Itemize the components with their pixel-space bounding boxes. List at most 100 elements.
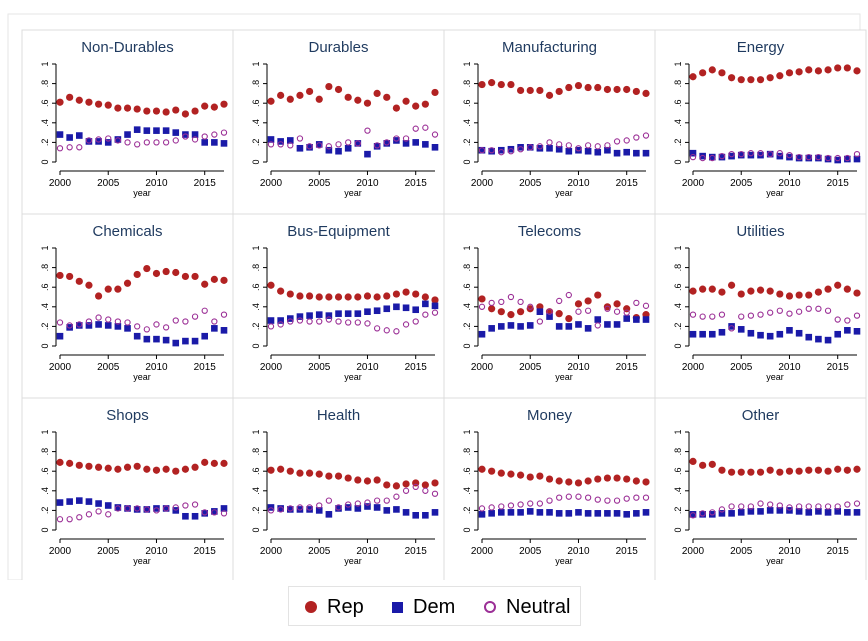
x-tick-label: 2000 [682, 178, 705, 189]
neutral-point [757, 311, 764, 318]
dem-point [267, 136, 275, 143]
x-tick-label: 2010 [145, 546, 168, 557]
dem-point [315, 141, 323, 148]
rep-point [516, 308, 525, 316]
dem-point [584, 325, 592, 332]
rep-point [516, 471, 525, 479]
x-tick-label: 2010 [567, 362, 590, 373]
neutral-point [345, 501, 352, 508]
neutral-point [114, 137, 122, 144]
neutral-point [623, 309, 630, 316]
dem-point [776, 330, 784, 338]
dem-point [708, 153, 716, 161]
dem-point [133, 332, 141, 340]
panel-shops [21, 397, 234, 580]
dem-point [488, 325, 495, 332]
panel-durables [232, 29, 445, 215]
dem-point [517, 509, 524, 516]
panel-utilities [654, 213, 867, 399]
dem-point [335, 505, 342, 512]
rep-point [603, 85, 612, 94]
dem-point [162, 127, 170, 134]
rep-point [315, 293, 323, 301]
dem-point [172, 339, 180, 347]
dem-point [133, 126, 141, 133]
y-tick-label: .6 [40, 99, 50, 107]
y-tick-label: 0 [40, 343, 50, 348]
neutral-point [56, 145, 64, 152]
legend-item-dem: Dem [392, 595, 455, 619]
rep-point [613, 85, 621, 94]
x-tick-label: 2000 [471, 178, 494, 189]
rep-point [727, 281, 736, 289]
neutral-point [747, 150, 755, 157]
y-tick-label: 0 [251, 159, 261, 164]
neutral-point [211, 131, 218, 138]
dem-point [546, 313, 553, 320]
y-tick-label: .8 [251, 264, 261, 272]
rep-point [594, 83, 602, 92]
neutral-point [786, 151, 793, 159]
dem-point [162, 505, 170, 512]
dem-point [757, 331, 764, 339]
panel-grid: Non-Durables 0 .2 .4 .6 .8 1 2000 2005 2010 2015 ye… [7, 13, 867, 580]
dem-point [431, 144, 439, 151]
y-tick-label: .8 [673, 80, 683, 88]
dem-point [66, 498, 73, 505]
neutral-point [220, 510, 228, 517]
neutral-point [172, 504, 179, 511]
neutral-point [267, 507, 275, 514]
rep-point [354, 293, 362, 301]
neutral-point [623, 137, 630, 144]
panel-title: Energy [737, 39, 785, 56]
rep-point [94, 100, 103, 108]
neutral-point [95, 314, 102, 321]
rep-point [373, 89, 381, 97]
dem-point [507, 509, 515, 516]
neutral-point [853, 500, 861, 507]
rep-point [497, 308, 505, 316]
rep-point [526, 86, 534, 95]
x-tick-label: 2005 [308, 546, 331, 557]
neutral-point [498, 503, 505, 510]
y-tick-label: 0 [251, 527, 261, 532]
neutral-point [613, 138, 621, 145]
x-tick-label: 2015 [194, 178, 217, 189]
rep-point [756, 76, 765, 84]
x-tick-label: 2000 [471, 546, 494, 557]
rep-point [392, 104, 401, 112]
rep-point [834, 465, 842, 473]
neutral-point [853, 312, 861, 319]
neutral-point [517, 501, 524, 508]
neutral-point [267, 141, 275, 148]
dem-point [422, 512, 429, 519]
rep-point [75, 277, 83, 285]
dem-point [364, 150, 371, 158]
y-tick-label: .2 [40, 507, 50, 515]
rep-point [555, 87, 563, 96]
rep-point [574, 300, 583, 308]
dem-point [56, 499, 64, 506]
rep-point [383, 93, 391, 101]
neutral-point [709, 154, 716, 162]
rep-point [104, 464, 112, 472]
y-tick-label: .2 [462, 323, 472, 331]
x-tick-label: 2010 [567, 546, 590, 557]
rep-point [747, 287, 755, 295]
dem-point [555, 510, 563, 517]
neutral-point [143, 139, 150, 146]
neutral-point [728, 325, 735, 332]
rep-point [689, 457, 697, 465]
dem-point [497, 146, 505, 154]
y-tick-label: .6 [251, 283, 261, 291]
dem-point [699, 152, 706, 160]
neutral-point [575, 493, 582, 500]
rep-point [421, 100, 429, 108]
neutral-point [191, 313, 199, 320]
y-tick-label: .4 [462, 303, 472, 311]
x-axis-label: year [344, 372, 362, 382]
rep-point [402, 288, 410, 296]
rep-point [843, 64, 851, 72]
rep-point [689, 287, 697, 295]
dem-point [364, 503, 371, 510]
